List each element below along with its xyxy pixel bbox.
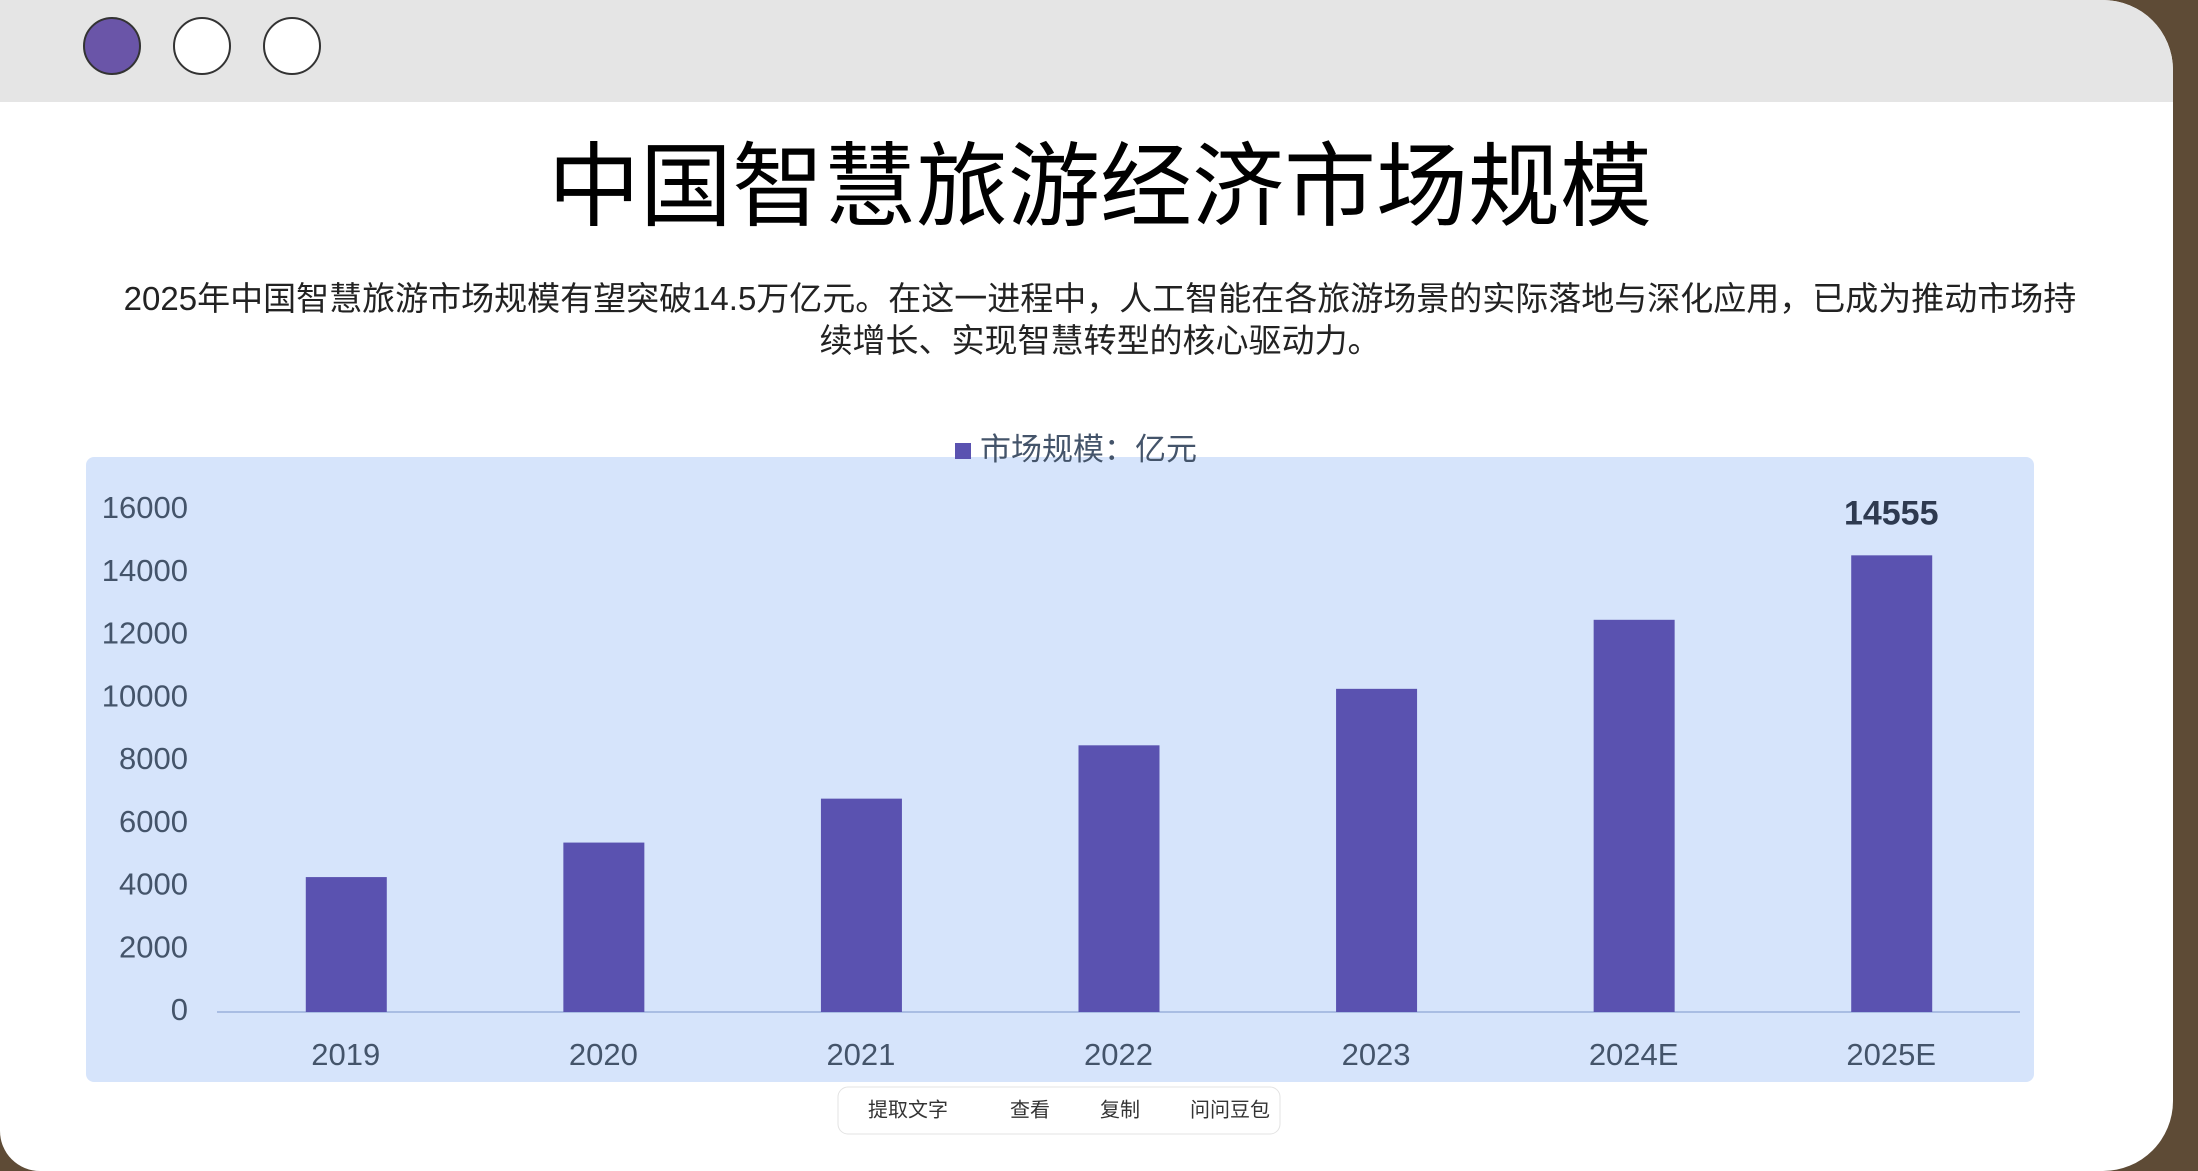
y-tick-label: 2000 [119, 929, 188, 964]
y-tick-label: 0 [171, 992, 188, 1027]
window-dot[interactable] [263, 17, 321, 75]
y-tick-label: 8000 [119, 741, 188, 776]
bar [1593, 619, 1675, 1012]
y-tick-label: 10000 [102, 678, 188, 713]
toolbar-button[interactable]: 问问豆包 [1190, 1098, 1270, 1121]
bar [820, 798, 902, 1012]
bar [563, 842, 645, 1012]
y-tick-label: 16000 [102, 490, 188, 525]
x-tick-label: 2019 [311, 1037, 380, 1072]
toolbar-button[interactable]: 查看 [1010, 1098, 1050, 1121]
window-dot[interactable] [173, 17, 231, 75]
toolbar-button[interactable]: 提取文字 [868, 1098, 948, 1121]
bar [1078, 745, 1160, 1012]
y-tick-label: 6000 [119, 804, 188, 839]
top-bar [0, 0, 2173, 102]
bar [1851, 555, 1933, 1012]
y-tick-label: 4000 [119, 867, 188, 902]
data-label: 14555 [1844, 494, 1939, 532]
window-dot[interactable] [83, 17, 141, 75]
x-tick-label: 2024E [1589, 1037, 1679, 1072]
x-tick-label: 2022 [1084, 1037, 1153, 1072]
y-tick-label: 12000 [102, 616, 188, 651]
y-tick-label: 14000 [102, 553, 188, 588]
x-tick-label: 2023 [1342, 1037, 1411, 1072]
chart-title: 中国智慧旅游经济市场规模 [548, 136, 1652, 238]
bar [305, 877, 387, 1012]
subtitle: 2025年中国智慧旅游市场规模有望突破14.5万亿元。在这一进程中，人工智能在各… [123, 280, 2077, 359]
x-tick-label: 2021 [826, 1037, 895, 1072]
legend-label: 市场规模：亿元 [980, 432, 1197, 467]
toolbar [837, 1086, 1281, 1135]
legend-swatch [955, 443, 971, 459]
bar [1336, 688, 1418, 1012]
toolbar-button[interactable]: 复制 [1100, 1098, 1140, 1121]
x-tick-label: 2025E [1846, 1037, 1936, 1072]
x-tick-label: 2020 [569, 1037, 638, 1072]
